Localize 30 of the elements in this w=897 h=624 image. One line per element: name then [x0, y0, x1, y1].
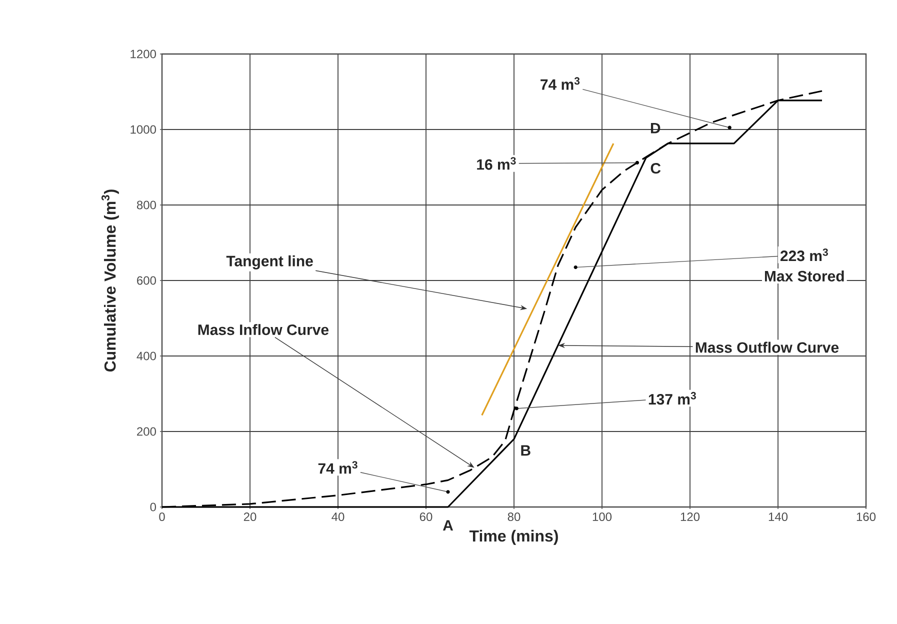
x-tick-label: 0	[159, 512, 165, 522]
annotation: Max Stored	[764, 270, 844, 282]
y-tick-label: 1000	[130, 125, 156, 134]
annotation: A	[442, 520, 454, 531]
annotation: Tangent line	[226, 255, 313, 270]
annotation: 16 m$^{3}$	[477, 157, 516, 170]
x-tick-label: 80	[508, 512, 520, 522]
y-tick-label: 0	[150, 502, 156, 512]
x-tick-label: 40	[332, 512, 344, 522]
x-tick-label: 60	[420, 512, 432, 522]
x-tick-label: 160	[856, 512, 876, 522]
x-axis-title: Time (mins)	[469, 530, 558, 545]
annotation: 74 m$^{3}$	[540, 77, 580, 90]
y-axis-title: Cumulative Volume (m$^{3}$)	[101, 190, 119, 372]
x-tick-label: 120	[680, 512, 700, 522]
y-tick-label: 1200	[130, 50, 156, 58]
y-tick-label: 200	[137, 427, 156, 436]
y-tick-label: 800	[136, 200, 156, 210]
annotation: Mass Inflow Curve	[198, 324, 329, 336]
annotation: B	[521, 445, 530, 456]
y-tick-label: 600	[137, 276, 156, 285]
x-tick-label: 20	[244, 512, 256, 522]
annotation: 137 m$^{3}$	[648, 392, 696, 405]
x-tick-label: 100	[592, 512, 612, 522]
y-tick-label: 400	[136, 352, 156, 360]
annotation: 223 m$^{3}$	[780, 248, 828, 262]
x-tick-label: 140	[768, 512, 788, 522]
annotation: 74 m$^{3}$	[318, 461, 358, 474]
annotation: Mass Outflow Curve	[696, 342, 839, 353]
annotation: C	[650, 163, 661, 174]
